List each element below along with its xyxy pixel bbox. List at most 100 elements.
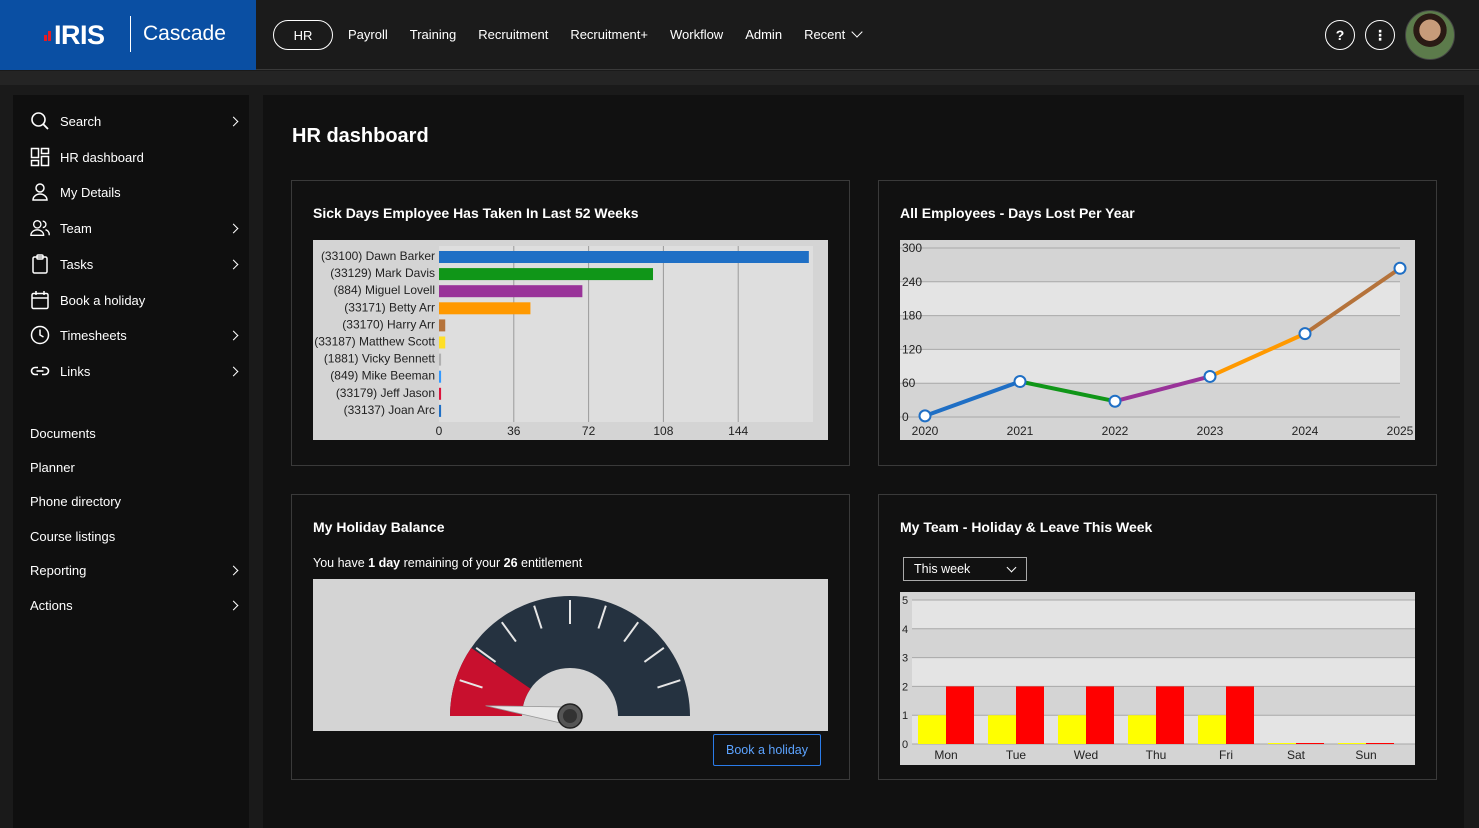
- sidebar-item-tasks[interactable]: Tasks: [13, 249, 249, 279]
- sidebar-item-label: Actions: [30, 597, 73, 613]
- top-strip: [0, 71, 1479, 85]
- clock-icon: [30, 325, 50, 345]
- book-holiday-button[interactable]: Book a holiday: [713, 734, 821, 766]
- gauge-tick: [643, 647, 665, 663]
- x-tick-label: 144: [728, 424, 748, 438]
- bar: [1086, 686, 1114, 744]
- sidebar-item-timesheets[interactable]: Timesheets: [13, 320, 249, 350]
- sidebar-item-label: Tasks: [60, 256, 94, 272]
- category-label: (33100) Dawn Barker: [321, 249, 435, 263]
- bar: [1156, 686, 1184, 744]
- sidebar-item-reporting[interactable]: Reporting: [30, 559, 249, 581]
- holiday-gauge: [313, 579, 828, 731]
- y-tick-label: 1: [902, 710, 908, 722]
- series-line: [1018, 379, 1117, 404]
- nav-training[interactable]: Training: [409, 27, 457, 42]
- sidebar-item-label: Timesheets: [60, 327, 127, 343]
- y-tick-label: 300: [902, 241, 922, 255]
- week-select[interactable]: This week: [903, 557, 1027, 581]
- bar: [1128, 715, 1156, 744]
- plot-band: [912, 628, 1415, 658]
- sidebar-item-book-holiday[interactable]: Book a holiday: [13, 285, 249, 315]
- sidebar-item-links[interactable]: Links: [13, 356, 249, 386]
- gauge-tick: [475, 647, 497, 663]
- sick-days-chart-svg: 0 36 72 108 144 (33100) Dawn Barker (33129) Ma…: [314, 246, 813, 438]
- plot-band: [900, 383, 1400, 417]
- more-options-button[interactable]: ⋮: [1365, 20, 1395, 50]
- days-lost-card: All Employees - Days Lost Per Year 0 60 12…: [878, 180, 1437, 466]
- y-tick-label: 180: [902, 309, 922, 323]
- category-label: (33137) Joan Arc: [344, 403, 435, 417]
- x-tick-label: Tue: [1006, 748, 1027, 762]
- chevron-right-icon: [228, 366, 239, 376]
- nav-recent[interactable]: Recent: [804, 20, 863, 50]
- plot-band: [900, 248, 1400, 282]
- sidebar-item-label: Search: [60, 113, 102, 129]
- sidebar-item-course-listings[interactable]: Course listings: [30, 525, 249, 547]
- nav-recruitment-plus[interactable]: Recruitment+: [570, 27, 648, 42]
- sidebar-item-phone-directory[interactable]: Phone directory: [30, 490, 249, 512]
- y-tick-label: 120: [902, 342, 922, 356]
- sidebar-item-hr-dashboard[interactable]: HR dashboard: [13, 142, 249, 172]
- sidebar-item-team[interactable]: Team: [13, 213, 249, 243]
- x-tick-label: 2025: [1387, 424, 1414, 438]
- nav-recent-label: Recent: [804, 27, 846, 42]
- calendar-icon: [30, 290, 50, 310]
- chevron-right-icon: [228, 600, 239, 610]
- page-title: HR dashboard: [292, 125, 429, 147]
- nav-recruitment[interactable]: Recruitment: [478, 27, 549, 42]
- balance-text-mid: remaining of your: [400, 556, 504, 570]
- sidebar-item-actions[interactable]: Actions: [30, 594, 249, 616]
- data-point: [1108, 394, 1122, 408]
- balance-text: You have 1 day remaining of your 26 enti…: [313, 556, 582, 570]
- nav-admin[interactable]: Admin: [745, 27, 783, 42]
- series-line: [923, 379, 1022, 418]
- bar: [439, 319, 446, 332]
- sidebar-item-label: Planner: [30, 459, 75, 475]
- top-bar: IRIS Cascade HR Payroll Training Recruit…: [0, 0, 1479, 70]
- x-tick-label: 2023: [1197, 424, 1224, 438]
- sidebar-item-planner[interactable]: Planner: [30, 456, 249, 478]
- x-tick-label: Wed: [1074, 748, 1098, 762]
- plot-band: [900, 315, 1400, 350]
- card-title: All Employees - Days Lost Per Year: [900, 205, 1135, 221]
- gauge-tick: [459, 679, 483, 689]
- data-point: [918, 409, 932, 423]
- gauge-hub-inner: [563, 709, 577, 723]
- iris-logo: IRIS: [44, 20, 105, 51]
- bar: [988, 715, 1016, 744]
- clipboard-icon: [30, 254, 50, 274]
- nav-payroll[interactable]: Payroll: [348, 27, 388, 42]
- x-tick-label: 2024: [1292, 424, 1319, 438]
- balance-text-suffix: entitlement: [517, 556, 583, 570]
- x-tick-label: 0: [436, 424, 443, 438]
- holiday-gauge-svg: [450, 596, 690, 729]
- sidebar-item-my-details[interactable]: My Details: [13, 177, 249, 207]
- chevron-down-icon: [851, 26, 863, 38]
- avatar[interactable]: [1405, 10, 1455, 60]
- holiday-balance-card: My Holiday Balance You have 1 day remain…: [291, 494, 850, 780]
- chevron-right-icon: [228, 223, 239, 233]
- bar: [439, 285, 583, 298]
- balance-text-prefix: You have: [313, 556, 369, 570]
- bar: [1016, 686, 1044, 744]
- bar: [439, 302, 531, 315]
- sidebar-item-search[interactable]: Search: [13, 106, 249, 136]
- bar: [946, 686, 974, 744]
- brand[interactable]: IRIS Cascade: [0, 0, 256, 70]
- data-point: [1298, 327, 1312, 341]
- sidebar-item-label: Links: [60, 363, 91, 379]
- bar: [439, 387, 442, 400]
- plot-band: [900, 349, 1400, 384]
- nav-hr[interactable]: HR: [273, 20, 333, 50]
- category-label: (33170) Harry Arr: [342, 317, 435, 331]
- sidebar-item-documents[interactable]: Documents: [30, 422, 249, 444]
- y-tick-label: 60: [902, 376, 916, 390]
- bar: [1338, 743, 1366, 744]
- card-title: My Team - Holiday & Leave This Week: [900, 519, 1153, 535]
- nav-workflow[interactable]: Workflow: [669, 27, 724, 42]
- y-tick-label: 5: [902, 595, 908, 607]
- help-button[interactable]: ?: [1325, 20, 1355, 50]
- sidebar-item-label: Course listings: [30, 528, 116, 544]
- bar: [439, 370, 442, 383]
